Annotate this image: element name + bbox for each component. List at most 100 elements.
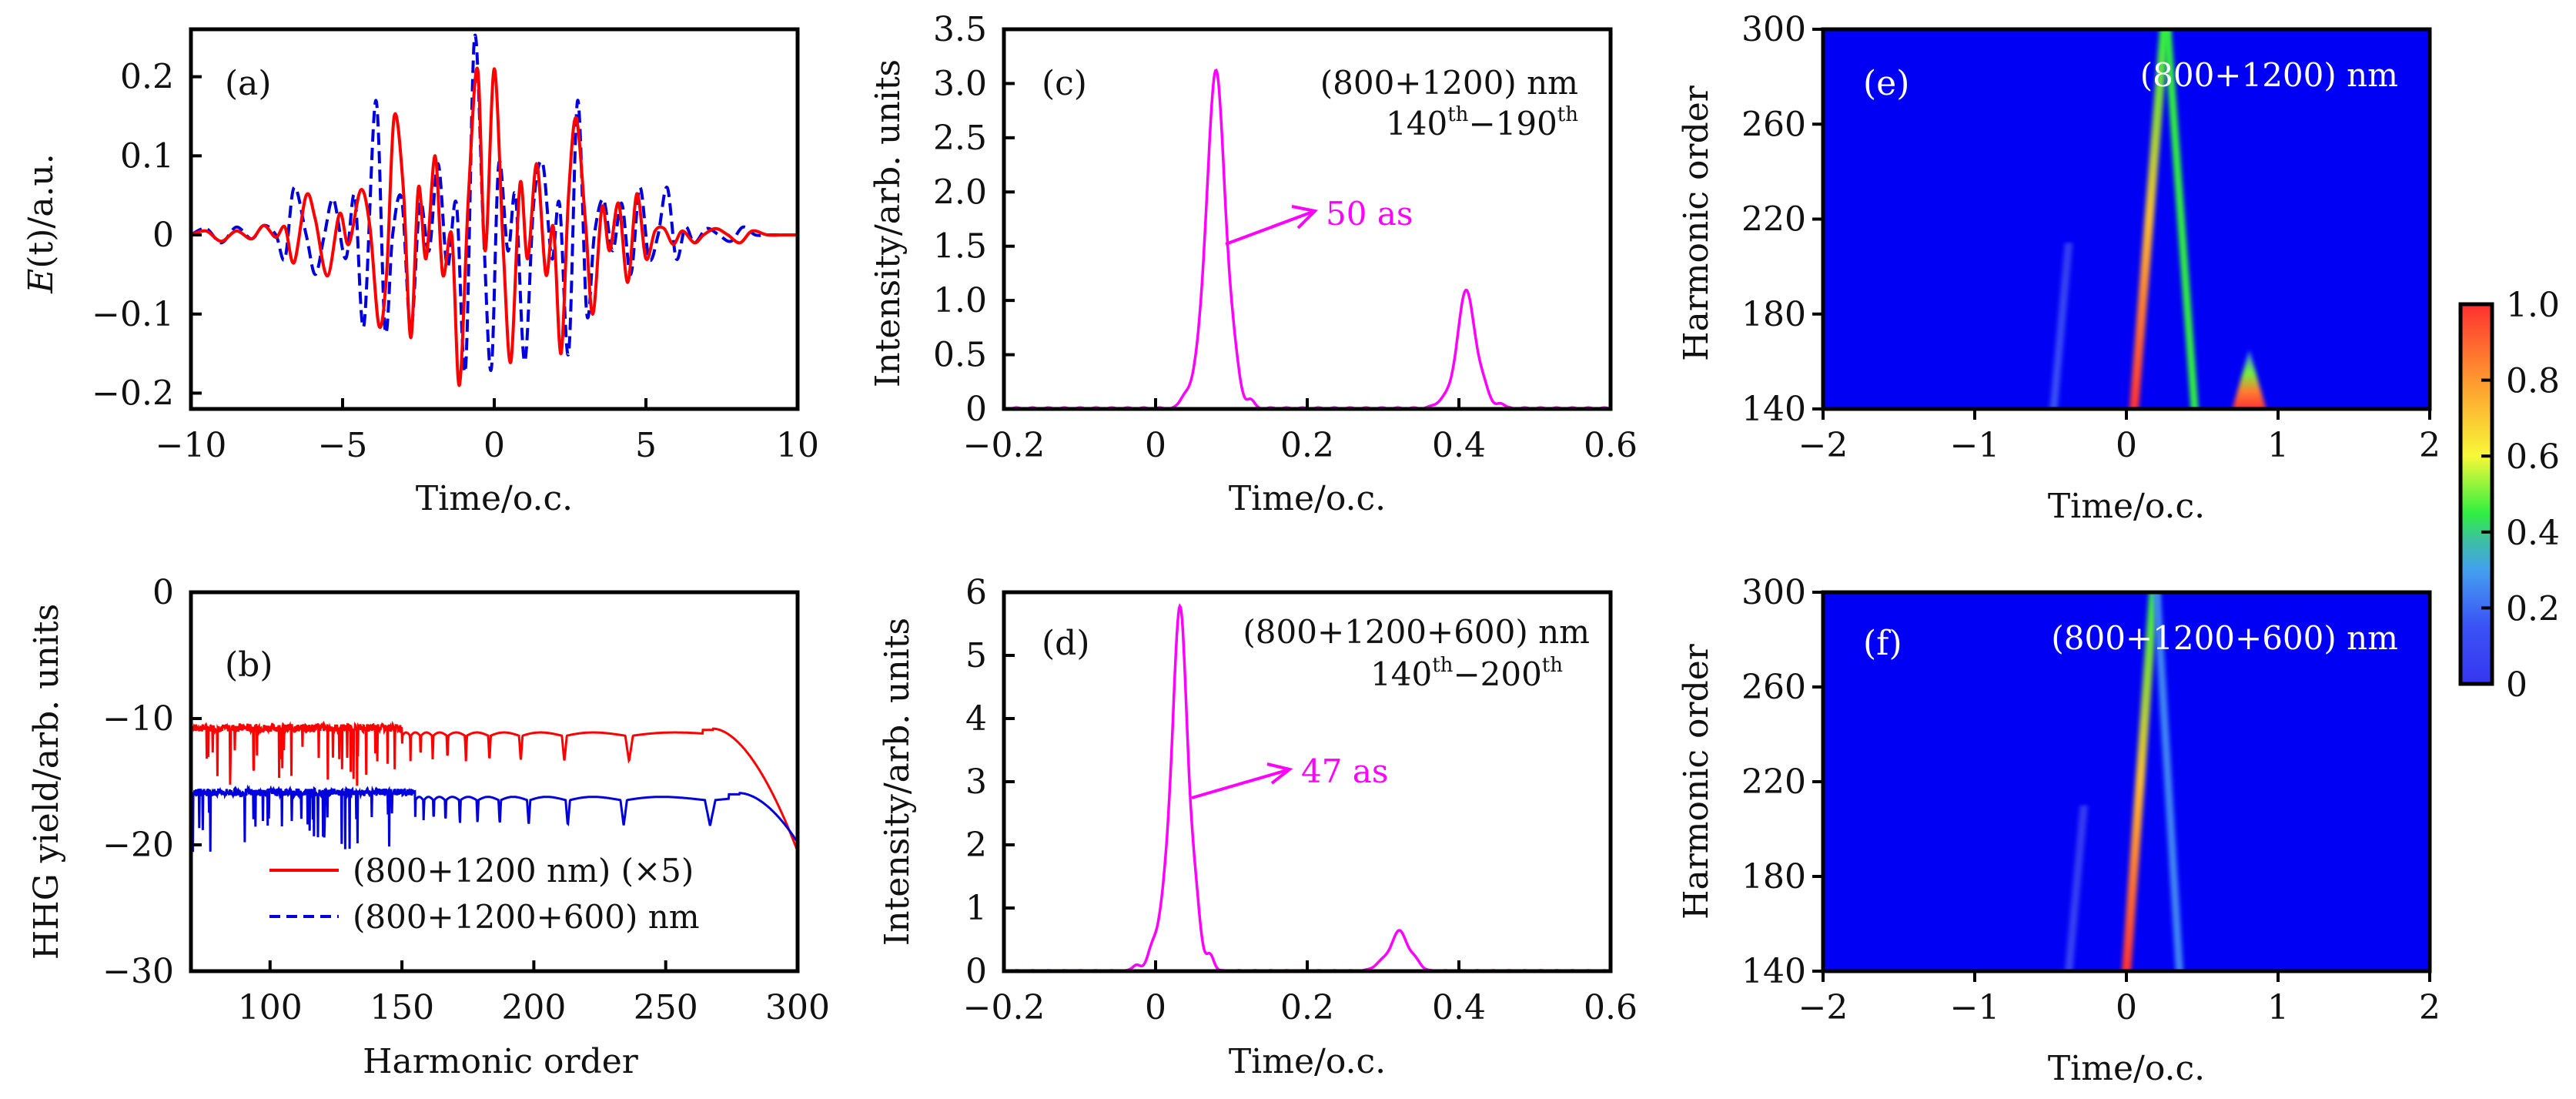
order-end: −200 (1453, 655, 1541, 693)
ytick-label: 5 (965, 636, 987, 675)
order-start-sup: th (1432, 654, 1453, 677)
series-line-blue (191, 784, 798, 853)
panel-c-attosecond-pulse: −0.2 0 0.2 0.4 0.600.51.01.52.02.53.03.5 (c)… (868, 10, 1638, 518)
ytick-label: 220 (1741, 200, 1806, 240)
colorbar-gradient (2461, 304, 2492, 684)
panel-c-xlabel: Time/o.c. (1229, 479, 1386, 518)
panel-f-label: (f) (1863, 624, 1902, 663)
panel-a-frame (189, 27, 800, 411)
ytick-label: 180 (1741, 857, 1806, 896)
ytick-label: −0.1 (92, 295, 174, 334)
panel-d-label: (d) (1042, 624, 1090, 663)
panel-b-ylabel: HHG yield/arb. units (27, 604, 66, 960)
xtick-label: 0 (483, 426, 505, 465)
panel-b-ticks: 100 150 200 250 300 −30 −20 −10 0 (102, 573, 830, 1027)
panel-d-annotation-orders: 140th−200th (1370, 654, 1563, 693)
colorbar-tick-label: 0 (2506, 665, 2527, 705)
xtick-label: 0.2 (1280, 426, 1334, 465)
ytick-label: −30 (102, 952, 174, 991)
panel-c-arrow-line (1225, 210, 1313, 246)
panel-c-ylabel: Intensity/arb. units (868, 59, 908, 387)
xtick-label: 2 (2419, 426, 2441, 465)
xtick-label: 250 (634, 988, 698, 1027)
xtick-label: 0 (1145, 426, 1166, 465)
colorbar-tick-label: 0.4 (2506, 514, 2560, 553)
order-end: −190 (1468, 105, 1557, 142)
panel-a-ylabel-arg: (t) (22, 229, 61, 269)
panel-e-time-frequency-map: −2 −1 0 1 2 140 180 220 260 300 (e) (800+1200) nm… (1677, 10, 2441, 526)
ytick-label: −10 (102, 699, 174, 739)
ytick-label: 1 (965, 889, 987, 928)
panel-f-plot-area (1823, 592, 2430, 971)
panel-a-plot-area (191, 33, 798, 387)
ytick-label: −20 (102, 826, 174, 865)
panel-c-pulse-duration: 50 as (1326, 195, 1413, 233)
ytick-label: 4 (965, 699, 987, 739)
ytick-label: 300 (1741, 573, 1806, 612)
panel-b-label: (b) (225, 645, 273, 685)
xtick-label: −5 (318, 426, 368, 465)
panel-d-arrow-line (1191, 769, 1288, 799)
ytick-label: 3.5 (933, 10, 987, 49)
xtick-label: 0.6 (1584, 426, 1638, 465)
harmonic-emission-band (2049, 243, 2073, 409)
series-line-red (191, 720, 798, 852)
panel-a-field-waveform: −10 −5 0 5 10 −0.2 −0.1 0 0.1 0.2 (a) Time/o.c. E… (22, 27, 819, 518)
order-start: 140 (1386, 105, 1447, 142)
panel-a-ticks: −10 −5 0 5 10 −0.2 −0.1 0 0.1 0.2 (92, 58, 819, 465)
ytick-label: 6 (965, 573, 987, 612)
panel-b-legend: (800+1200 nm) (×5) (800+1200+600) nm (269, 852, 700, 936)
ytick-label: 0 (152, 216, 174, 255)
xtick-label: 100 (238, 988, 303, 1027)
panel-f-time-frequency-map: −2 −1 0 1 2 140 180 220 260 300 (f) (800+1200+600… (1677, 573, 2441, 1088)
panel-e-ticks: −2 −1 0 1 2 140 180 220 260 300 (1741, 10, 2441, 465)
series-line-blue-dashed (191, 33, 798, 374)
legend-entry-1: (800+1200 nm) (×5) (353, 852, 694, 890)
xtick-label: −2 (1798, 988, 1848, 1027)
xtick-label: −2 (1798, 426, 1848, 465)
panel-b-frame (189, 590, 800, 973)
ytick-label: 2.5 (933, 119, 987, 158)
xtick-label: −1 (1950, 988, 2000, 1027)
xtick-label: 0 (2116, 426, 2137, 465)
xtick-label: −0.2 (963, 988, 1045, 1027)
series-line-red-solid (191, 66, 798, 387)
panel-d-ylabel: Intensity/arb. units (878, 618, 917, 946)
colorbar-ticks: 0 0.2 0.4 0.6 0.8 1.0 (2481, 286, 2560, 705)
ytick-label: 3.0 (933, 64, 987, 103)
ytick-label: 3 (965, 762, 987, 802)
colorbar: 0 0.2 0.4 0.6 0.8 1.0 (2458, 286, 2560, 705)
colorbar-tick-label: 0.2 (2506, 589, 2560, 628)
order-start: 140 (1370, 655, 1432, 693)
ytick-label: −0.2 (92, 374, 174, 413)
ytick-label: 0.5 (933, 336, 987, 375)
colorbar-tick-label: 0.6 (2506, 437, 2560, 477)
xtick-label: 2 (2419, 988, 2441, 1027)
panel-e-xlabel: Time/o.c. (2048, 487, 2205, 526)
ytick-label: 220 (1741, 762, 1806, 802)
xtick-label: 1 (2267, 988, 2289, 1027)
ytick-label: 0 (152, 573, 174, 612)
ytick-label: 260 (1741, 105, 1806, 144)
harmonic-emission-band (2065, 805, 2088, 971)
harmonic-emission-band (2122, 592, 2159, 971)
panel-a-ylabel: E(t)/a.u. (22, 153, 61, 294)
harmonic-emission-band (2129, 29, 2170, 409)
ytick-label: 0 (965, 952, 987, 991)
panel-f-annotation: (800+1200+600) nm (2051, 619, 2398, 657)
panel-c-arrow-head (1291, 205, 1319, 230)
panel-d-pulse-duration: 47 as (1301, 752, 1388, 790)
ytick-label: 2.0 (933, 173, 987, 212)
xtick-label: 1 (2267, 426, 2289, 465)
xtick-label: 5 (635, 426, 657, 465)
xtick-label: 0 (2116, 988, 2137, 1027)
colorbar-frame (2458, 302, 2494, 686)
panel-d-arrow (1191, 762, 1293, 799)
panel-a-ylabel-unit: /a.u. (22, 153, 61, 228)
xtick-label: −10 (156, 426, 227, 465)
harmonic-emission-band (2153, 592, 2183, 971)
ytick-label: 2 (965, 826, 987, 865)
xtick-label: 0.2 (1280, 988, 1334, 1027)
